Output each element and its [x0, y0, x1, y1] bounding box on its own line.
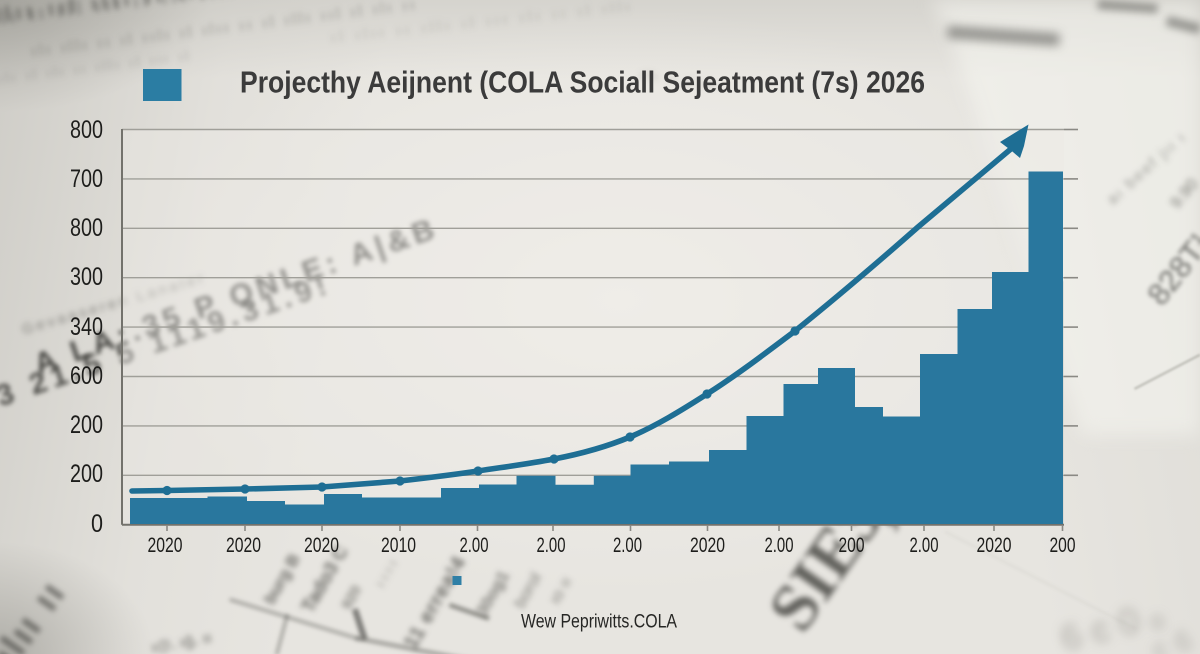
svg-text:2020: 2020 — [690, 534, 725, 557]
svg-text:Projecthy Aeijnent (COLA Socia: Projecthy Aeijnent (COLA Sociall Sejeatm… — [240, 65, 925, 100]
svg-text:2020: 2020 — [148, 534, 183, 557]
svg-text:Wew Pepriwitts.COLA: Wew Pepriwitts.COLA — [521, 612, 677, 633]
svg-text:600: 600 — [70, 362, 103, 390]
svg-text:200: 200 — [1050, 534, 1076, 557]
svg-text:2.00: 2.00 — [910, 534, 939, 557]
svg-text:800: 800 — [70, 214, 103, 242]
svg-text:200: 200 — [839, 534, 865, 557]
svg-text:2.00: 2.00 — [537, 534, 566, 557]
svg-text:2020: 2020 — [977, 534, 1012, 557]
svg-text:2020: 2020 — [226, 534, 261, 557]
svg-text:800: 800 — [70, 116, 103, 144]
svg-text:300: 300 — [70, 263, 103, 291]
svg-text:340: 340 — [70, 313, 103, 341]
svg-text:2.00: 2.00 — [460, 534, 489, 557]
svg-text:2010: 2010 — [381, 534, 416, 557]
svg-text:2.00: 2.00 — [765, 534, 794, 557]
svg-text:2.00: 2.00 — [613, 534, 642, 557]
svg-text:0: 0 — [91, 510, 103, 538]
svg-text:200: 200 — [70, 460, 103, 488]
svg-text:200: 200 — [70, 411, 103, 439]
svg-text:2020: 2020 — [304, 534, 339, 557]
svg-text:700: 700 — [70, 165, 103, 193]
